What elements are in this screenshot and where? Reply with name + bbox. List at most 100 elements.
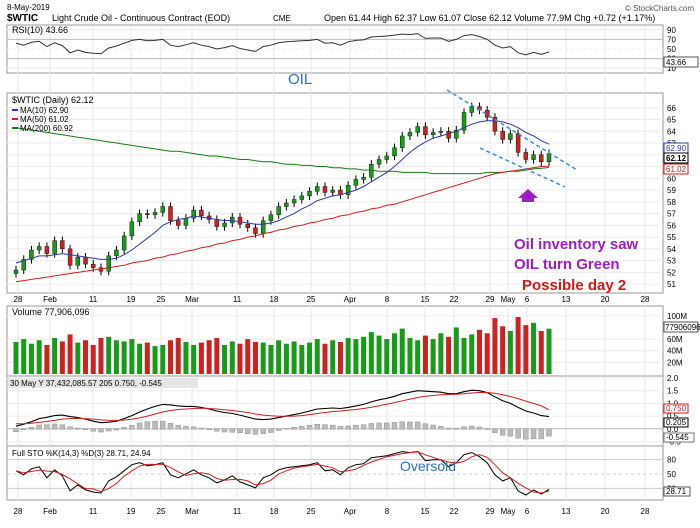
volume-bar [330,340,336,374]
x-tick-label-bottom: 20 [601,507,610,516]
price-tick-label: 58 [667,198,676,207]
macd-histogram-bar [283,428,290,430]
oversold-annotation: Oversold [400,458,456,474]
candle-body [114,249,119,257]
macd-histogram-bar [337,426,344,430]
candle-body [322,186,328,193]
price-legend: $WTIC (Daily) 62.12 MA(10) 62.90 MA(50) … [12,95,94,133]
macd-histogram-bar [538,428,544,440]
volume-bar [75,342,81,374]
macd-histogram-bar [98,428,104,433]
x-tick-label: Feb [43,295,57,304]
candle-body [430,132,436,136]
price-tick-label: 53 [667,257,676,266]
candle-body [106,255,111,272]
sto-badge-value: 28.71 [666,487,687,496]
x-tick-label: 29 [486,295,495,304]
volume-bar [21,339,27,374]
x-tick-label: Mar [185,295,199,304]
macd-histogram-bar [530,428,537,440]
macd-histogram-bar [353,425,359,430]
candle-body [438,131,444,133]
ma10-line [15,120,550,264]
candle-body [392,147,397,157]
macd-histogram-bar [36,424,42,430]
volume-bar [67,334,73,374]
volume-bar [446,336,452,374]
price-tick-label: 54 [667,245,676,254]
x-tick-label-bottom: 19 [127,507,136,516]
macd-badge-1 [663,403,689,414]
rsi-current-badge [663,56,699,68]
macd-histogram-bar [515,428,521,439]
volume-bar [36,340,42,374]
macd-histogram-bar [268,428,274,433]
macd-histogram-bar [214,428,220,432]
macd-histogram-bar [129,425,135,430]
x-tick-label-bottom: 8 [385,507,390,516]
candle-body [52,240,57,254]
candle-body [21,259,26,271]
candle-body [183,218,189,226]
macd-histogram-bar [523,428,529,440]
candle-body [539,154,544,163]
x-tick-label-bottom: 28 [14,507,23,516]
volume-bar [407,337,413,374]
volume-bar [98,337,104,374]
annotation-line-2: OIL turn Green [514,256,620,273]
rsi-label: RSI(10) 43.66 [12,25,68,35]
x-tick-label-bottom: 18 [270,507,279,516]
volume-bar [13,342,19,374]
volume-badge-value: 77906096 [665,323,700,332]
volume-tick-label: 20M [667,358,683,367]
macd-histogram-bar [453,428,460,430]
sto-tick-label: 50 [667,470,676,479]
macd-histogram-bar [113,428,120,431]
volume-bar [167,340,173,374]
volume-bar [222,344,228,374]
candle-body [284,202,289,207]
macd-histogram-bar [469,425,475,430]
macd-histogram-bar [430,424,436,430]
macd-histogram-bar [221,428,228,433]
macd-histogram-bar [476,426,483,430]
volume-bar [500,326,506,374]
macd-histogram-bar [260,428,266,435]
volume-bar [507,330,513,374]
macd-histogram-bar [28,427,35,430]
macd-histogram-bar [322,424,328,430]
lower-trendline [479,147,566,188]
volume-bar [206,340,212,374]
x-tick-label: 6 [525,295,530,304]
candle-body [361,176,366,180]
macd-histogram-bar [306,425,313,430]
x-tick-label-bottom: 28 [641,507,650,516]
macd-badge-2-value: 0.205 [666,418,687,427]
x-tick-label: 20 [601,295,610,304]
rsi-tick-label: 90 [667,26,676,35]
candle-body [75,256,80,266]
header-description: Light Crude Oil - Continuous Contract (E… [52,13,230,23]
macd-signal-line [16,392,550,425]
legend-symbol: $WTIC (Daily) 62.12 [12,95,94,105]
ma50-badge [663,163,689,175]
candle-body [461,112,467,131]
candle-body [353,179,359,186]
candle-body [129,221,135,237]
volume-bar [531,322,537,374]
axis-labels: 28 28 Feb Feb 11 11 19 19 25 25 Mar Mar 11 11 18 18 25 25… [14,26,688,516]
volume-bar [299,344,305,374]
volume-bar [415,340,421,374]
x-tick-label: 15 [421,295,430,304]
candle-body [237,216,243,225]
macd-histogram-bar [44,424,50,430]
price-tick-label: 66 [667,104,676,113]
macd-histogram-bar [21,428,27,430]
indicator-lines [13,33,552,496]
volume-bar [260,342,266,374]
candle-body [260,220,266,234]
macd-histogram-bar [461,426,467,430]
x-tick-label: 22 [450,295,459,304]
header-symbol: $WTIC [7,13,38,24]
candle-body [145,213,150,215]
